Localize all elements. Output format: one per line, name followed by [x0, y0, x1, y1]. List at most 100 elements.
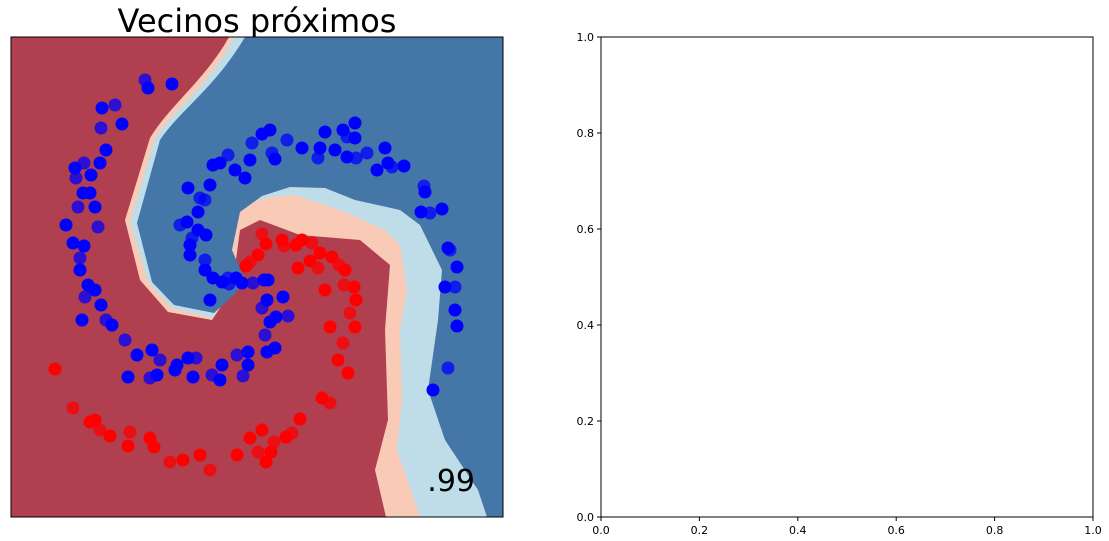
blue-point	[336, 123, 350, 137]
red-point	[123, 425, 137, 439]
red-point	[336, 336, 350, 350]
blue-point	[78, 290, 92, 304]
blue-point	[141, 81, 155, 95]
blue-point	[193, 191, 207, 205]
blue-point	[263, 123, 277, 137]
blue-point	[115, 117, 129, 131]
blue-point	[186, 370, 200, 384]
red-point	[305, 236, 319, 250]
blue-point	[69, 171, 83, 185]
x-tick-label: 1.0	[1084, 524, 1102, 537]
red-point	[293, 412, 307, 426]
blue-point	[191, 205, 205, 219]
blue-point	[280, 133, 294, 147]
red-point	[318, 283, 332, 297]
red-point	[243, 431, 257, 445]
red-point	[48, 362, 62, 376]
plot-frame	[10, 36, 504, 518]
blue-point	[95, 101, 109, 115]
blue-point	[88, 283, 102, 297]
y-tick-label: 0.6	[577, 223, 595, 236]
blue-point	[360, 146, 374, 160]
blue-point	[121, 370, 135, 384]
blue-point	[180, 215, 194, 229]
blue-point	[73, 263, 87, 277]
blue-point	[438, 280, 452, 294]
blue-point	[94, 298, 108, 312]
x-tick-label: 0.6	[887, 524, 905, 537]
blue-point	[441, 361, 455, 375]
blue-point	[348, 116, 362, 130]
blue-point	[241, 358, 255, 372]
y-tick-label: 1.0	[577, 31, 595, 44]
y-tick-label: 0.8	[577, 127, 595, 140]
red-point	[264, 445, 278, 459]
red-point	[121, 439, 135, 453]
y-axis: 0.0 0.2 0.4 0.6 0.8 1.0	[577, 31, 601, 524]
blue-point	[448, 280, 462, 294]
blue-point	[213, 156, 227, 170]
blue-point	[213, 373, 227, 387]
axes-frame	[600, 36, 1094, 518]
blue-point	[238, 171, 252, 185]
blue-point	[181, 181, 195, 195]
red-point	[303, 254, 317, 268]
red-point	[203, 463, 217, 477]
decision-regions	[11, 37, 503, 517]
blue-point	[84, 168, 98, 182]
x-tick-label: 0.2	[691, 524, 709, 537]
blue-point	[311, 151, 325, 165]
blue-point	[418, 185, 432, 199]
blue-point	[370, 163, 384, 177]
blue-point	[183, 248, 197, 262]
x-axis: 0.0 0.2 0.4 0.6 0.8 1.0	[592, 517, 1102, 537]
red-point	[338, 263, 352, 277]
empty-axes-panel: 0.0 0.2 0.4 0.6 0.8 1.0 0.0 0.2 0.4 0.6 0.8 1.0	[577, 31, 1102, 537]
red-point	[93, 423, 107, 437]
blue-point	[199, 228, 213, 242]
blue-point	[168, 363, 182, 377]
red-point	[103, 429, 117, 443]
blue-point	[228, 163, 242, 177]
data-points	[48, 73, 464, 477]
red-point	[313, 246, 327, 260]
red-point	[163, 455, 177, 469]
blue-point	[236, 369, 250, 383]
blue-point	[269, 310, 283, 324]
red-point	[230, 448, 244, 462]
blue-point	[450, 319, 464, 333]
blue-point	[77, 239, 91, 253]
blue-point	[93, 156, 107, 170]
red-point	[279, 430, 293, 444]
blue-point	[385, 160, 399, 174]
blue-point	[261, 273, 275, 287]
blue-point	[241, 345, 255, 359]
red-point	[193, 448, 207, 462]
red-point	[66, 401, 80, 415]
red-point	[255, 423, 269, 437]
blue-point	[221, 148, 235, 162]
red-point	[267, 435, 281, 449]
red-point	[348, 320, 362, 334]
blue-point	[243, 153, 257, 167]
blue-point	[313, 141, 327, 155]
blue-point	[153, 353, 167, 367]
x-tick-label: 0.8	[986, 524, 1004, 537]
blue-point	[91, 220, 105, 234]
red-point	[259, 455, 273, 469]
blue-point	[68, 161, 82, 175]
blue-point	[246, 276, 260, 290]
blue-point	[318, 125, 332, 139]
red-point	[331, 353, 345, 367]
blue-point	[76, 186, 90, 200]
blue-point	[397, 159, 411, 173]
blue-point	[378, 141, 392, 155]
blue-point	[258, 328, 272, 342]
blue-point	[276, 290, 290, 304]
x-tick-label: 0.4	[789, 524, 807, 537]
blue-point	[198, 253, 212, 267]
blue-point	[73, 251, 87, 265]
blue-point	[75, 313, 89, 327]
blue-point	[108, 98, 122, 112]
y-tick-label: 0.4	[577, 319, 595, 332]
